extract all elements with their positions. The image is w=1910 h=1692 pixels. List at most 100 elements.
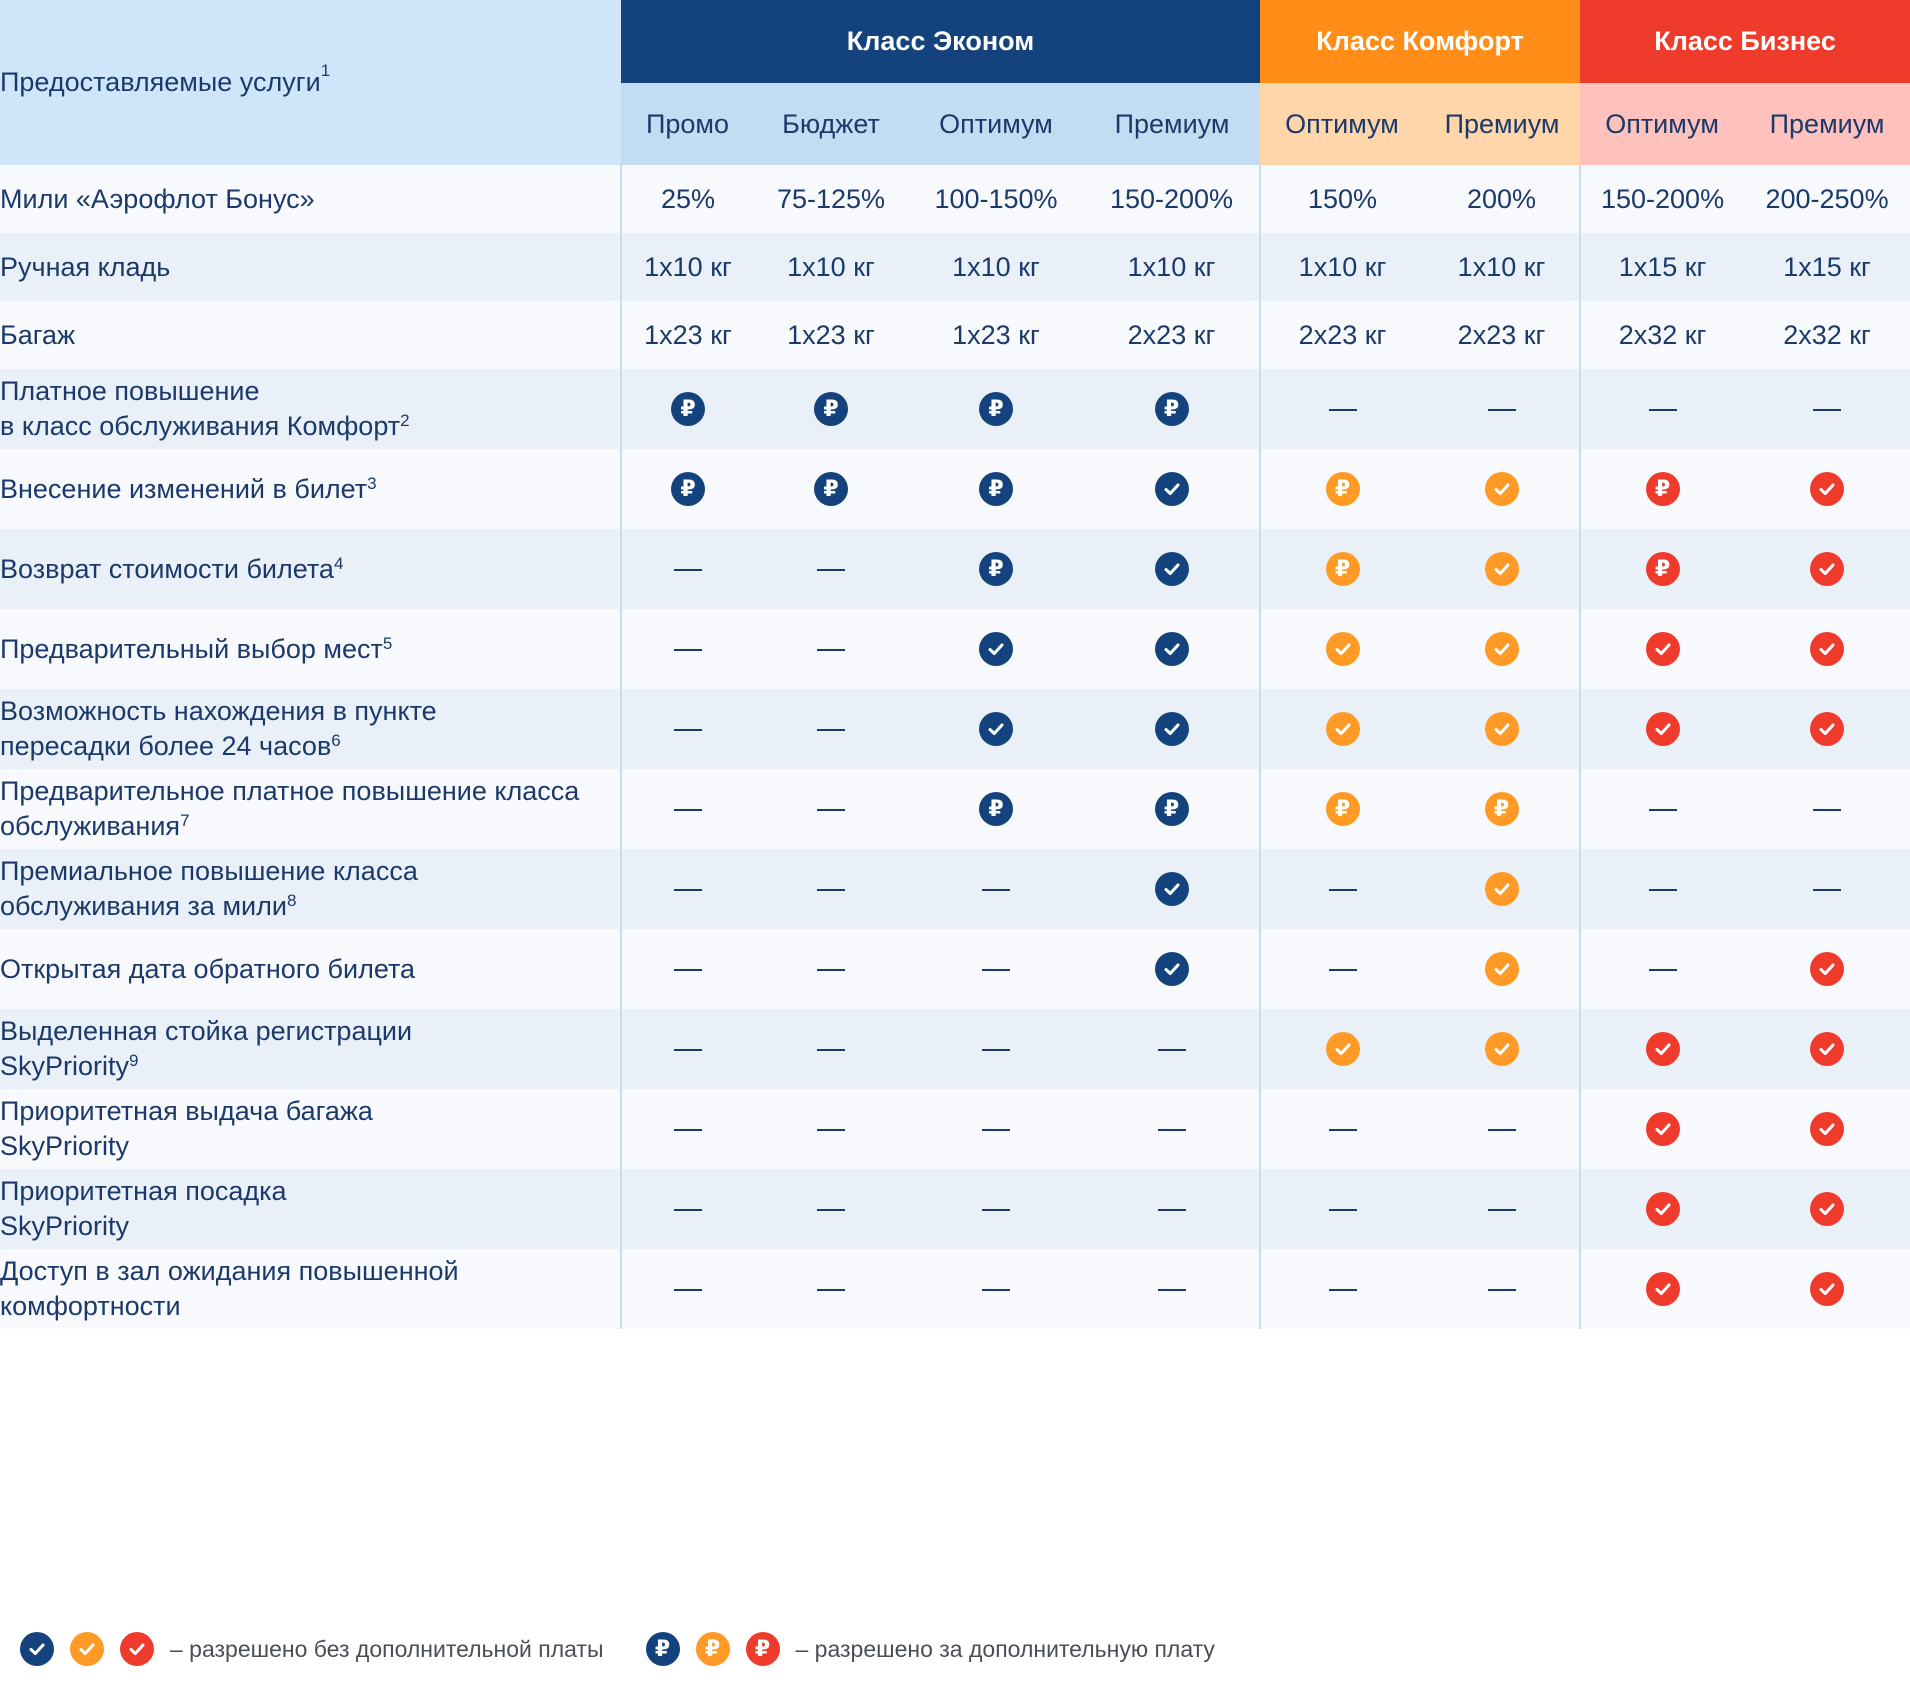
- table-cell: [1084, 1249, 1261, 1329]
- dash-icon: [982, 1129, 1010, 1132]
- table-cell: 150-200%: [1579, 165, 1745, 233]
- dash-icon: [674, 1289, 702, 1292]
- check-icon: [1645, 632, 1680, 666]
- table-cell: ₽: [908, 449, 1084, 529]
- table-cell: 150%: [1259, 165, 1425, 233]
- table-cell: ₽: [620, 449, 754, 529]
- ruble-icon: ₽: [979, 472, 1013, 506]
- dash-icon: [817, 1049, 845, 1052]
- ruble-icon: ₽: [1645, 472, 1680, 506]
- ruble-icon: ₽: [979, 792, 1013, 826]
- table-cell: 100-150%: [908, 165, 1084, 233]
- table-cell: 2x32 кг: [1579, 301, 1745, 369]
- service-label: Внесение изменений в билет3: [0, 449, 621, 529]
- service-label: Мили «Аэрофлот Бонус»: [0, 165, 621, 233]
- check-icon: [1810, 632, 1845, 666]
- table-cell: [1744, 1249, 1910, 1329]
- table-row: Приоритетная посадка SkyPriority: [0, 1169, 1910, 1249]
- table-cell: ₽: [908, 529, 1084, 609]
- ruble-icon: ₽: [814, 392, 848, 426]
- check-icon: [1484, 472, 1519, 506]
- service-label: Платное повышение в класс обслуживания Ко…: [0, 369, 621, 449]
- dash-icon: [1487, 1209, 1516, 1212]
- dash-icon: [674, 1209, 702, 1212]
- check-icon: [1154, 872, 1189, 906]
- dash-icon: [982, 1289, 1010, 1292]
- check-icon: [1810, 1112, 1845, 1146]
- table-cell: [1579, 929, 1745, 1009]
- check-icon: [1154, 712, 1189, 746]
- table-cell: [620, 1009, 754, 1089]
- check-icon: [1154, 952, 1189, 986]
- table-cell: ₽: [1084, 769, 1261, 849]
- table-cell: 1x10 кг: [1084, 233, 1261, 301]
- check-icon: [1325, 632, 1360, 666]
- table-cell: [1579, 369, 1745, 449]
- fare-header: Оптимум: [1260, 83, 1425, 165]
- table-cell: [1259, 369, 1425, 449]
- check-icon: [1810, 1032, 1845, 1066]
- table-cell: [1424, 609, 1581, 689]
- fare-table: Предоставляемые услуги1 Класс Эконом Кла…: [0, 0, 1910, 1329]
- dash-icon: [1328, 1129, 1357, 1132]
- table-cell: 200-250%: [1744, 165, 1910, 233]
- legend: – разрешено без дополнительной платы ₽ ₽…: [20, 1625, 1215, 1673]
- check-icon: [1810, 552, 1845, 586]
- table-cell: [1424, 1089, 1581, 1169]
- table-cell: [754, 929, 908, 1009]
- check-icon: [1810, 472, 1845, 506]
- table-cell: [1744, 849, 1910, 929]
- check-icon: [979, 632, 1013, 666]
- table-cell: [1744, 449, 1910, 529]
- table-cell: [754, 1249, 908, 1329]
- dash-icon: [1648, 409, 1677, 412]
- dash-icon: [1813, 889, 1842, 892]
- table-row: Доступ в зал ожидания повышенной комфортн…: [0, 1249, 1910, 1329]
- table-cell: [1579, 769, 1745, 849]
- dash-icon: [1648, 809, 1677, 812]
- check-icon: [1810, 712, 1845, 746]
- dash-icon: [1813, 409, 1842, 412]
- check-icon: [1325, 1032, 1360, 1066]
- table-cell: [1259, 849, 1425, 929]
- dash-icon: [817, 1289, 845, 1292]
- service-label: Ручная кладь: [0, 233, 621, 301]
- dash-icon: [982, 1049, 1010, 1052]
- table-cell: ₽: [1424, 769, 1581, 849]
- table-cell: 2x23 кг: [1259, 301, 1425, 369]
- table-cell: ₽: [908, 769, 1084, 849]
- table-cell: [754, 689, 908, 769]
- check-icon: [70, 1632, 104, 1666]
- class-header-business: Класс Бизнес: [1580, 0, 1910, 83]
- fare-header: Премиум: [1084, 83, 1261, 165]
- check-icon: [1484, 1032, 1519, 1066]
- table-cell: [1579, 1009, 1745, 1089]
- table-cell: [1424, 1009, 1581, 1089]
- service-label: Приоритетная посадка SkyPriority: [0, 1169, 621, 1249]
- check-icon: [1645, 712, 1680, 746]
- dash-icon: [674, 1129, 702, 1132]
- table-cell: [1084, 1169, 1261, 1249]
- table-cell: [620, 529, 754, 609]
- table-cell: [1084, 449, 1261, 529]
- table-cell: [1744, 1009, 1910, 1089]
- check-icon: [1810, 1192, 1845, 1226]
- table-cell: 200%: [1424, 165, 1581, 233]
- ruble-icon: ₽: [1325, 792, 1360, 826]
- table-cell: [1744, 689, 1910, 769]
- table-cell: ₽: [620, 369, 754, 449]
- table-cell: [1259, 929, 1425, 1009]
- dash-icon: [674, 649, 702, 652]
- dash-icon: [817, 729, 845, 732]
- table-cell: 1x10 кг: [1259, 233, 1425, 301]
- services-header: Предоставляемые услуги1: [0, 0, 621, 165]
- check-icon: [1810, 952, 1845, 986]
- table-cell: [908, 689, 1084, 769]
- ruble-icon: ₽: [695, 1632, 730, 1666]
- table-row: Мили «Аэрофлот Бонус» 25% 75-125% 100-150% 1…: [0, 165, 1910, 233]
- table-cell: [620, 849, 754, 929]
- table-cell: [1084, 609, 1261, 689]
- table-cell: [1259, 609, 1425, 689]
- table-cell: [1579, 1249, 1745, 1329]
